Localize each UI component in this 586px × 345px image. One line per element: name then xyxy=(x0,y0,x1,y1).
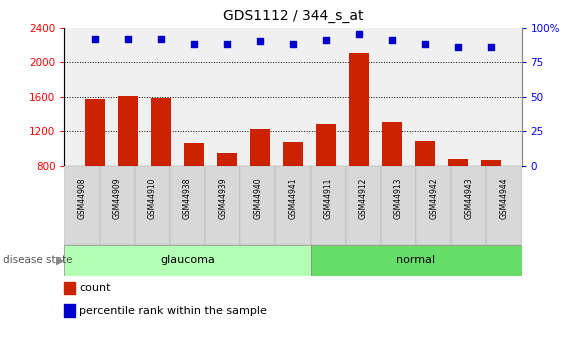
Bar xyxy=(415,141,435,235)
Text: GDS1112 / 344_s_at: GDS1112 / 344_s_at xyxy=(223,9,363,23)
FancyBboxPatch shape xyxy=(240,166,275,245)
Bar xyxy=(349,52,369,235)
Bar xyxy=(283,142,303,235)
Text: percentile rank within the sample: percentile rank within the sample xyxy=(79,306,267,315)
Text: GSM44938: GSM44938 xyxy=(183,177,192,219)
Bar xyxy=(118,96,138,235)
Bar xyxy=(448,159,468,235)
FancyBboxPatch shape xyxy=(311,245,522,276)
Text: GSM44913: GSM44913 xyxy=(394,177,403,219)
FancyBboxPatch shape xyxy=(64,166,100,245)
FancyBboxPatch shape xyxy=(135,166,170,245)
FancyBboxPatch shape xyxy=(486,166,522,245)
Text: GSM44908: GSM44908 xyxy=(77,177,87,219)
Bar xyxy=(151,98,171,235)
Point xyxy=(387,37,397,43)
Text: normal: normal xyxy=(397,256,435,265)
Bar xyxy=(85,99,105,235)
Point xyxy=(90,36,100,41)
Point xyxy=(156,36,166,41)
Point xyxy=(486,44,496,50)
Text: GSM44909: GSM44909 xyxy=(113,177,122,219)
Point xyxy=(321,37,331,43)
FancyBboxPatch shape xyxy=(416,166,451,245)
FancyBboxPatch shape xyxy=(451,166,486,245)
FancyBboxPatch shape xyxy=(64,245,311,276)
Bar xyxy=(481,160,501,235)
Point xyxy=(453,44,462,50)
Bar xyxy=(250,129,270,235)
Text: ▶: ▶ xyxy=(56,256,64,265)
Text: GSM44911: GSM44911 xyxy=(323,177,333,219)
Text: GSM44943: GSM44943 xyxy=(464,177,473,219)
Text: count: count xyxy=(79,283,111,293)
Point xyxy=(222,41,231,47)
Bar xyxy=(184,143,204,235)
FancyBboxPatch shape xyxy=(275,166,311,245)
Text: GSM44942: GSM44942 xyxy=(429,177,438,219)
Text: disease state: disease state xyxy=(3,256,73,265)
Point xyxy=(189,41,199,47)
FancyBboxPatch shape xyxy=(170,166,205,245)
Text: glaucoma: glaucoma xyxy=(160,256,215,265)
Bar xyxy=(316,124,336,235)
Bar xyxy=(382,121,402,235)
Point xyxy=(355,32,364,37)
Point xyxy=(420,41,430,47)
Point xyxy=(124,36,133,41)
Point xyxy=(288,41,298,47)
FancyBboxPatch shape xyxy=(100,166,135,245)
Text: GSM44944: GSM44944 xyxy=(499,177,509,219)
Text: GSM44941: GSM44941 xyxy=(288,177,298,219)
Point xyxy=(255,39,265,44)
Bar xyxy=(217,152,237,235)
FancyBboxPatch shape xyxy=(346,166,381,245)
Text: GSM44939: GSM44939 xyxy=(218,177,227,219)
Text: GSM44910: GSM44910 xyxy=(148,177,157,219)
FancyBboxPatch shape xyxy=(311,166,346,245)
FancyBboxPatch shape xyxy=(205,166,240,245)
Text: GSM44912: GSM44912 xyxy=(359,177,368,219)
Text: GSM44940: GSM44940 xyxy=(253,177,263,219)
FancyBboxPatch shape xyxy=(381,166,416,245)
